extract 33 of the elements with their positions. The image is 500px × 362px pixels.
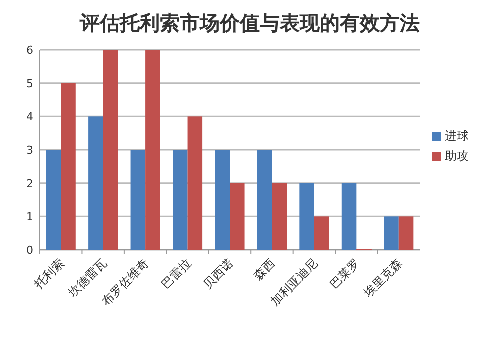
bar <box>257 150 272 250</box>
bar <box>300 183 314 250</box>
bar <box>61 83 76 250</box>
y-tick-label: 2 <box>26 177 34 190</box>
y-tick-label: 4 <box>26 110 34 124</box>
bar <box>342 183 357 250</box>
legend-label: 进球 <box>445 129 469 143</box>
bar <box>384 216 399 250</box>
x-tick-label: 巴雷拉 <box>158 256 194 292</box>
bar <box>215 150 230 250</box>
bar <box>398 216 414 250</box>
bar <box>46 150 62 250</box>
y-tick-label: 3 <box>26 144 34 157</box>
y-tick-label: 6 <box>26 44 34 57</box>
bar <box>314 216 330 250</box>
bar <box>103 50 118 250</box>
bar <box>130 150 146 250</box>
legend-label: 助攻 <box>445 149 469 163</box>
y-tick-label: 0 <box>26 244 34 257</box>
chart-title: 评估托利索市场价值与表现的有效方法 <box>79 11 420 35</box>
y-tick-label: 5 <box>26 77 34 90</box>
x-tick-label: 埃里克森 <box>360 256 406 301</box>
x-tick-label: 巴莱罗 <box>327 256 363 292</box>
x-tick-label: 森西 <box>251 256 278 284</box>
bar <box>230 183 245 250</box>
bar <box>272 183 287 250</box>
x-tick-label: 托利索 <box>31 256 68 292</box>
bar <box>88 116 104 250</box>
y-tick-label: 1 <box>26 210 34 224</box>
bar <box>146 50 160 250</box>
bar <box>173 150 188 250</box>
bar <box>188 116 203 250</box>
x-tick-label: 贝西诺 <box>200 256 236 292</box>
